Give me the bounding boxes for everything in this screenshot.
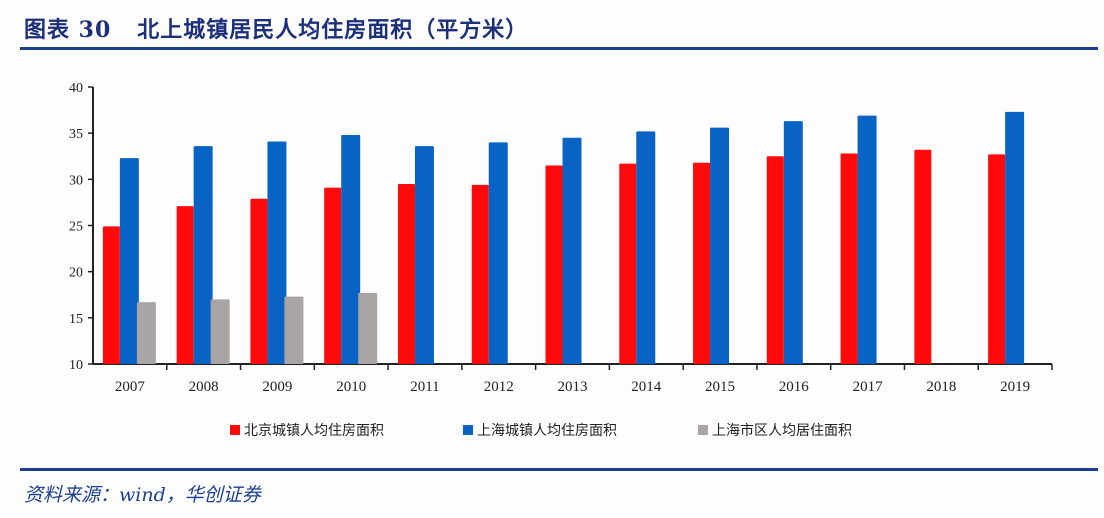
bar-2010-s2 xyxy=(341,135,361,364)
y-tick-label: 30 xyxy=(69,173,83,188)
legend-swatch xyxy=(463,425,473,435)
bar-2013-s1 xyxy=(545,165,563,364)
bar-2011-s2 xyxy=(414,146,434,364)
x-tick-label: 2015 xyxy=(705,379,735,395)
bar-2017-s2 xyxy=(857,115,877,364)
legend-swatch xyxy=(698,425,708,435)
bar-2018-s1 xyxy=(914,149,932,364)
y-tick-label: 35 xyxy=(69,127,83,142)
bar-2009-s2 xyxy=(267,141,287,364)
x-tick-label: 2013 xyxy=(558,379,588,395)
x-tick-label: 2017 xyxy=(853,379,884,395)
x-tick-label: 2008 xyxy=(189,379,219,395)
bar-2008-s1 xyxy=(176,206,194,364)
bar-2007-s1 xyxy=(102,226,120,364)
bar-2008-s3 xyxy=(210,299,230,364)
y-tick-label: 10 xyxy=(69,358,83,373)
legend-label: 上海城镇人均住房面积 xyxy=(477,423,617,439)
source-note: 资料来源：wind，华创证券 xyxy=(24,484,261,506)
y-tick-label: 15 xyxy=(69,312,83,327)
bar-2014-s1 xyxy=(619,163,637,364)
legend-label: 上海市区人均居住面积 xyxy=(712,422,852,439)
title-rule xyxy=(20,47,1098,50)
x-tick-label: 2010 xyxy=(336,379,366,395)
bar-2009-s3 xyxy=(284,296,304,364)
bar-2014-s2 xyxy=(636,131,656,364)
y-tick-label: 40 xyxy=(69,81,83,96)
x-tick-label: 2009 xyxy=(262,379,292,395)
bar-2012-s2 xyxy=(488,142,508,364)
bar-2009-s1 xyxy=(250,198,268,364)
bar-2007-s2 xyxy=(119,158,139,364)
x-tick-label: 2014 xyxy=(631,379,662,395)
bar-2011-s1 xyxy=(397,183,415,364)
x-tick-label: 2011 xyxy=(410,379,439,395)
bar-2017-s1 xyxy=(840,153,858,364)
bar-2008-s2 xyxy=(193,146,213,364)
legend-label: 北京城镇人均住房面积 xyxy=(244,423,384,439)
bar-2010-s3 xyxy=(358,292,378,364)
bar-2010-s1 xyxy=(324,187,342,364)
y-tick-label: 20 xyxy=(69,266,83,281)
x-tick-label: 2019 xyxy=(1000,379,1030,395)
x-tick-label: 2007 xyxy=(115,379,146,395)
legend-swatch xyxy=(230,425,240,435)
bar-2016-s2 xyxy=(783,121,803,364)
bar-2015-s1 xyxy=(693,162,711,364)
bar-2015-s2 xyxy=(710,127,730,364)
bar-2019-s1 xyxy=(988,154,1006,364)
bar-2007-s3 xyxy=(136,302,156,364)
bar-2016-s1 xyxy=(766,156,784,364)
bar-2012-s1 xyxy=(471,184,489,364)
bar-2013-s2 xyxy=(562,137,582,364)
bar-2019-s2 xyxy=(1005,111,1025,365)
x-tick-label: 2018 xyxy=(926,379,956,395)
footer-rule xyxy=(20,468,1098,471)
y-tick-label: 25 xyxy=(69,220,83,235)
figure-title: 图表 30 北上城镇居民人均住房面积（平方米） xyxy=(24,17,529,43)
x-tick-label: 2012 xyxy=(484,379,514,395)
x-tick-label: 2016 xyxy=(779,379,810,395)
